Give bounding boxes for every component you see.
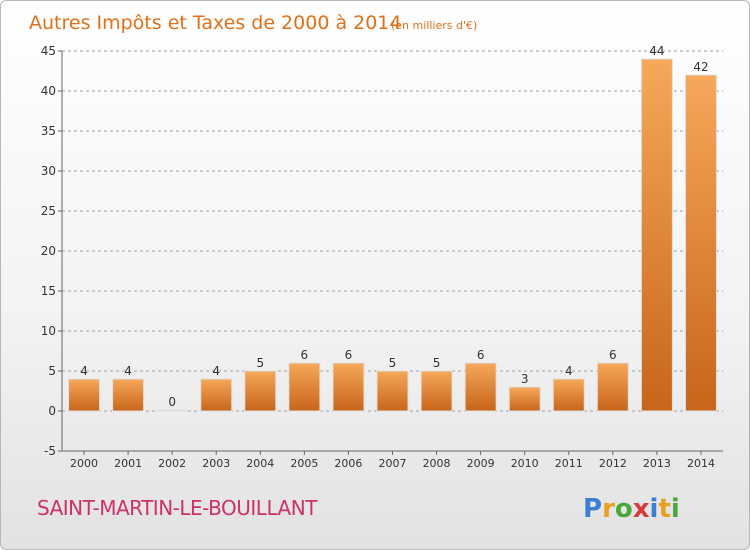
y-tick-label: 30 — [41, 164, 56, 178]
value-label: 4 — [565, 364, 573, 378]
y-tick-label: 25 — [41, 204, 56, 218]
value-label: 4 — [124, 364, 132, 378]
bar — [244, 370, 277, 412]
chart-title: Autres Impôts et Taxes de 2000 à 2014 — [29, 12, 402, 34]
x-tick-label: 2005 — [290, 457, 318, 470]
bar — [464, 362, 497, 412]
logo-letter: t — [658, 494, 670, 524]
value-label: 44 — [649, 44, 664, 58]
x-tick-label: 2009 — [467, 457, 495, 470]
value-label: 3 — [521, 372, 529, 386]
proxiti-logo: Proxiti — [583, 494, 680, 524]
x-tick-label: 2000 — [70, 457, 98, 470]
bar — [552, 378, 585, 412]
bar — [200, 378, 233, 412]
x-tick-label: 2011 — [555, 457, 583, 470]
x-tick-label: 2001 — [114, 457, 142, 470]
bar — [684, 74, 717, 412]
logo-letter: P — [583, 494, 602, 524]
bar — [156, 409, 189, 412]
value-label: 5 — [256, 356, 264, 370]
y-tick-label: 10 — [41, 324, 56, 338]
x-tick-label: 2013 — [643, 457, 671, 470]
x-tick-label: 2002 — [158, 457, 186, 470]
bar — [112, 378, 145, 412]
x-tick-label: 2003 — [202, 457, 230, 470]
x-tick-label: 2006 — [334, 457, 362, 470]
value-label: 5 — [389, 356, 397, 370]
y-tick-label: 0 — [48, 404, 56, 418]
y-tick-label: 40 — [41, 84, 56, 98]
bar — [376, 370, 409, 412]
place-name: SAINT-MARTIN-LE-BOUILLANT — [37, 496, 318, 520]
value-label: 42 — [693, 60, 708, 74]
logo-letter: i — [671, 494, 680, 524]
x-tick-label: 2007 — [379, 457, 407, 470]
bar — [596, 362, 629, 412]
value-label: 6 — [345, 348, 353, 362]
y-tick-label: 15 — [41, 284, 56, 298]
x-tick-label: 2012 — [599, 457, 627, 470]
x-tick-label: 2004 — [246, 457, 274, 470]
y-tick-label: 5 — [48, 364, 56, 378]
logo-letter: r — [602, 494, 615, 524]
y-tick-label: 45 — [41, 44, 56, 58]
y-tick-label: 35 — [41, 124, 56, 138]
value-label: 6 — [301, 348, 309, 362]
value-label: 4 — [212, 364, 220, 378]
value-label: 5 — [433, 356, 441, 370]
x-tick-label: 2010 — [511, 457, 539, 470]
value-label: 6 — [609, 348, 617, 362]
logo-letter: o — [615, 494, 633, 524]
chart-unit: (en milliers d'€) — [391, 19, 477, 32]
value-label: 4 — [80, 364, 88, 378]
bar — [288, 362, 321, 412]
value-label: 6 — [477, 348, 485, 362]
y-tick-label: -5 — [44, 444, 56, 458]
bar — [420, 370, 453, 412]
bar — [640, 58, 673, 412]
x-tick-label: 2014 — [687, 457, 715, 470]
bar — [332, 362, 365, 412]
y-tick-label: 20 — [41, 244, 56, 258]
value-label: 0 — [168, 395, 176, 409]
x-tick-labels: 2000 2001 2002 2003 2004 2005 2006 2007 2008 2009… — [70, 451, 715, 470]
logo-letter: i — [650, 494, 659, 524]
x-tick-label: 2008 — [423, 457, 451, 470]
y-tick-labels: -5 0 5 10 15 20 25 30 35 40 45 — [41, 44, 56, 458]
logo-letter: x — [633, 494, 650, 524]
bar — [508, 386, 541, 412]
bar — [68, 378, 101, 412]
bars — [68, 58, 717, 412]
